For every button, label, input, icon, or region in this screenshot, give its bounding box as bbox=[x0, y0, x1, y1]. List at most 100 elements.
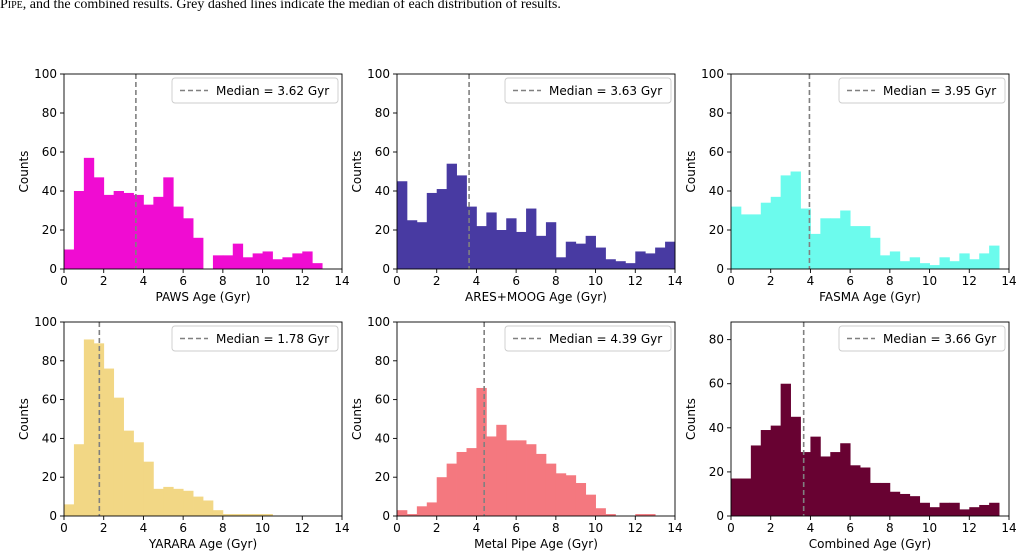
y-axis-label: Counts bbox=[350, 398, 364, 440]
y-tick-label: 40 bbox=[42, 431, 57, 445]
histogram-bar bbox=[282, 257, 293, 269]
histogram-bar bbox=[969, 259, 980, 269]
y-tick-label: 0 bbox=[49, 509, 57, 523]
histogram-bar bbox=[406, 514, 418, 516]
legend-label: Median = 4.39 Gyr bbox=[549, 332, 662, 346]
histogram-bar bbox=[770, 425, 782, 516]
histogram-bar bbox=[949, 261, 960, 269]
histogram-bar bbox=[476, 387, 487, 516]
histogram-bar bbox=[456, 175, 467, 269]
histogram-bar bbox=[979, 253, 990, 269]
histogram-bar bbox=[810, 233, 821, 269]
histogram-bar bbox=[436, 189, 448, 269]
histogram-bar bbox=[456, 451, 467, 516]
histogram-bar bbox=[645, 514, 656, 516]
histogram-bar bbox=[64, 249, 75, 269]
y-tick-label: 40 bbox=[375, 431, 390, 445]
y-tick-label: 0 bbox=[382, 509, 390, 523]
histogram-bar bbox=[909, 257, 921, 269]
histogram-bar bbox=[790, 416, 801, 516]
x-tick-label: 12 bbox=[628, 521, 643, 535]
axes-frame bbox=[396, 73, 676, 270]
x-tick-label: 4 bbox=[140, 274, 148, 288]
axes-frame bbox=[730, 321, 1010, 517]
histogram-bar bbox=[73, 444, 85, 516]
x-tick-label: 2 bbox=[767, 274, 775, 288]
histogram-bar bbox=[605, 259, 616, 269]
histogram-bar bbox=[879, 482, 891, 516]
histogram-bar bbox=[466, 206, 477, 269]
y-tick-label: 0 bbox=[382, 262, 390, 276]
histogram-bar bbox=[840, 210, 851, 269]
x-tick-label: 4 bbox=[807, 521, 815, 535]
histogram-bar bbox=[133, 194, 144, 269]
y-tick-label: 100 bbox=[701, 67, 724, 81]
y-tick-label: 80 bbox=[375, 354, 390, 368]
x-tick-label: 8 bbox=[552, 521, 560, 535]
x-tick-label: 8 bbox=[886, 274, 894, 288]
y-tick-label: 100 bbox=[367, 315, 390, 329]
y-tick-label: 20 bbox=[42, 223, 57, 237]
x-tick-label: 12 bbox=[628, 274, 643, 288]
legend-box bbox=[838, 325, 1006, 352]
histogram-bar bbox=[252, 253, 263, 269]
histogram-bar bbox=[123, 430, 134, 516]
histogram-bar bbox=[486, 436, 497, 516]
x-axis-label: PAWS Age (Gyr) bbox=[155, 290, 250, 304]
x-tick-label: 8 bbox=[219, 274, 227, 288]
histogram-bar bbox=[909, 496, 921, 516]
histogram-bar bbox=[272, 259, 283, 269]
histogram-bar bbox=[436, 477, 448, 516]
histogram-bar bbox=[740, 214, 752, 269]
histogram-bar bbox=[780, 175, 791, 269]
x-tick-label: 12 bbox=[962, 274, 977, 288]
histogram-bar bbox=[262, 514, 273, 516]
histogram-panel-1: 0 2 4 6 8 10 12 14 0 20 40 60 80 100 PAWS Age (Gyr) Cou… bbox=[17, 67, 350, 304]
y-tick-label: 0 bbox=[716, 509, 724, 523]
histogram-bar bbox=[731, 478, 742, 516]
histogram-bar bbox=[312, 263, 323, 269]
histogram-bar bbox=[830, 218, 841, 269]
histogram-bar bbox=[446, 463, 457, 516]
x-tick-label: 4 bbox=[473, 274, 481, 288]
histogram-bar bbox=[103, 194, 115, 269]
histogram-bar bbox=[989, 502, 1000, 516]
histogram-bar bbox=[585, 494, 596, 516]
histogram-panel-6: 0 2 4 6 8 10 12 14 0 20 40 60 80 Combined Age (Gyr) Co… bbox=[684, 321, 1017, 551]
histogram-bar bbox=[780, 383, 791, 516]
y-tick-label: 20 bbox=[709, 465, 724, 479]
histogram-panel-2: 0 2 4 6 8 10 12 14 0 20 40 60 80 100 ARES+MOOG Age (Gy… bbox=[350, 67, 683, 304]
histogram-bar bbox=[615, 261, 626, 269]
histogram-bar bbox=[193, 237, 204, 269]
histogram-bar bbox=[64, 504, 75, 516]
histogram-bar bbox=[959, 253, 970, 269]
histogram-bar bbox=[397, 181, 408, 269]
y-axis-label: Counts bbox=[684, 151, 698, 193]
histogram-bar bbox=[516, 231, 527, 269]
y-tick-label: 40 bbox=[709, 421, 724, 435]
x-tick-label: 14 bbox=[667, 521, 682, 535]
legend-label: Median = 3.95 Gyr bbox=[883, 84, 996, 98]
histogram-bar bbox=[242, 257, 254, 269]
histogram-bar bbox=[635, 251, 646, 269]
histogram-bar bbox=[426, 192, 438, 269]
x-tick-label: 0 bbox=[393, 274, 401, 288]
y-tick-label: 60 bbox=[709, 145, 724, 159]
histogram-bar bbox=[850, 465, 861, 516]
x-tick-label: 0 bbox=[60, 274, 68, 288]
histogram-bar bbox=[426, 502, 438, 516]
histogram-panel-4: 0 2 4 6 8 10 12 14 0 20 40 60 80 100 YARARA Age (Gyr) C… bbox=[17, 315, 350, 551]
histogram-bar bbox=[536, 235, 547, 269]
histogram-bar bbox=[83, 157, 95, 269]
histogram-bar bbox=[870, 482, 881, 516]
y-tick-label: 100 bbox=[34, 315, 57, 329]
histogram-bar bbox=[860, 467, 871, 516]
histogram-bar bbox=[506, 218, 517, 269]
y-axis-label: Counts bbox=[684, 398, 698, 440]
legend-label: Median = 1.78 Gyr bbox=[216, 332, 329, 346]
histogram-bar bbox=[446, 163, 457, 269]
histogram-bar bbox=[153, 196, 164, 269]
y-tick-label: 40 bbox=[42, 184, 57, 198]
histogram-bar bbox=[625, 263, 636, 269]
